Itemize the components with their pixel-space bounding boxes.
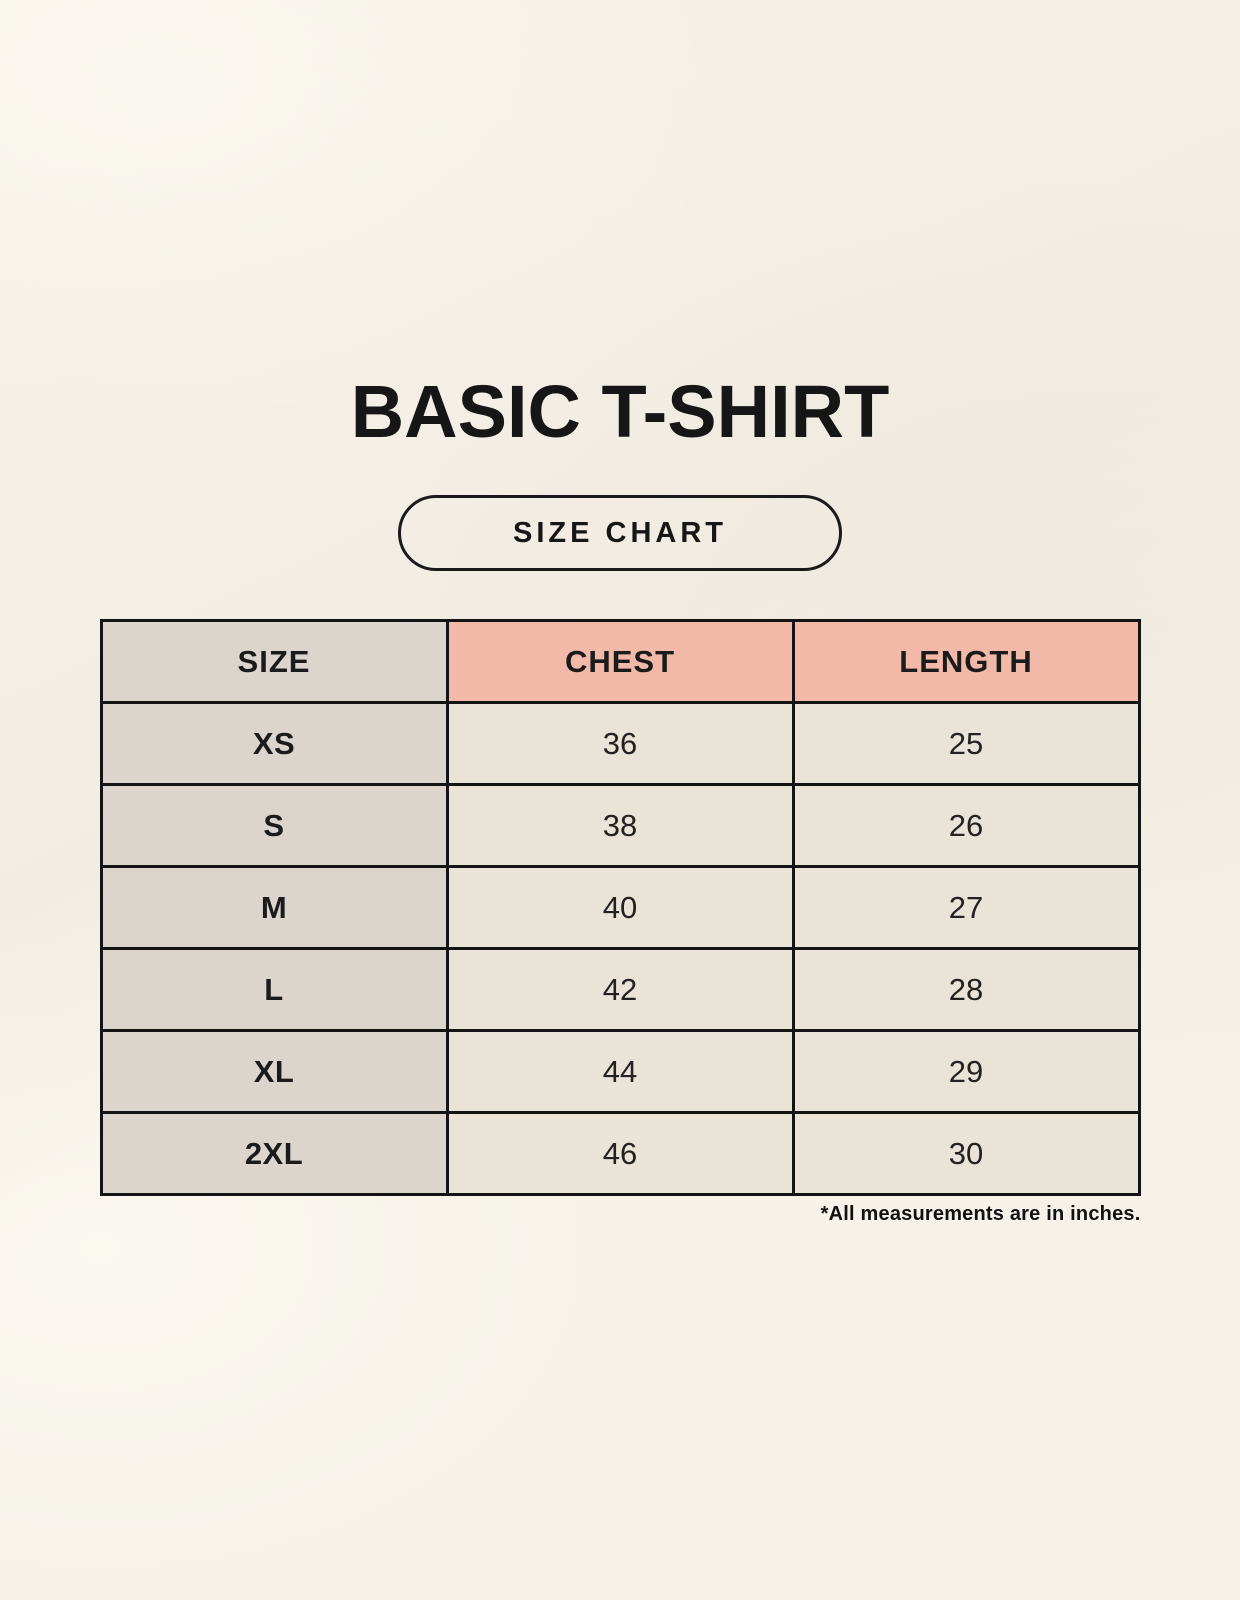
table-row: XS 36 25 — [99, 701, 1141, 786]
row-length-value: 29 — [791, 1029, 1141, 1114]
size-table-body: XS 36 25 S 38 26 M 40 27 L 42 28 XL 44 29 2XL 46 30 — [99, 701, 1141, 1196]
column-header-size: SIZE — [99, 619, 449, 704]
row-length-value: 27 — [791, 865, 1141, 950]
row-chest-value: 38 — [445, 783, 795, 868]
table-row: S 38 26 — [99, 783, 1141, 868]
row-length-value: 30 — [791, 1111, 1141, 1196]
row-size-label: M — [99, 865, 449, 950]
row-chest-value: 40 — [445, 865, 795, 950]
row-length-value: 26 — [791, 783, 1141, 868]
row-chest-value: 46 — [445, 1111, 795, 1196]
table-row: 2XL 46 30 — [99, 1111, 1141, 1196]
size-chart-badge: SIZE CHART — [398, 495, 842, 571]
row-length-value: 25 — [791, 701, 1141, 786]
size-chart-badge-label: SIZE CHART — [513, 517, 727, 549]
row-size-label: 2XL — [99, 1111, 449, 1196]
table-row: M 40 27 — [99, 865, 1141, 950]
table-row: XL 44 29 — [99, 1029, 1141, 1114]
column-header-length: LENGTH — [791, 619, 1141, 704]
size-table: SIZE CHEST LENGTH XS 36 25 S 38 26 M 40 27 L 42 28 X… — [99, 619, 1141, 1196]
badge-container: SIZE CHART — [0, 495, 1240, 571]
row-size-label: S — [99, 783, 449, 868]
row-chest-value: 36 — [445, 701, 795, 786]
page-title: BASIC T-SHIRT — [350, 370, 890, 453]
row-size-label: XS — [99, 701, 449, 786]
column-header-chest: CHEST — [445, 619, 795, 704]
table-header-row: SIZE CHEST LENGTH — [99, 619, 1141, 704]
row-size-label: XL — [99, 1029, 449, 1114]
row-chest-value: 44 — [445, 1029, 795, 1114]
row-length-value: 28 — [791, 947, 1141, 1032]
row-chest-value: 42 — [445, 947, 795, 1032]
size-table-header: SIZE CHEST LENGTH — [99, 619, 1141, 704]
measurement-footnote: *All measurements are in inches. — [820, 1203, 1141, 1225]
table-row: L 42 28 — [99, 947, 1141, 1032]
row-size-label: L — [99, 947, 449, 1032]
